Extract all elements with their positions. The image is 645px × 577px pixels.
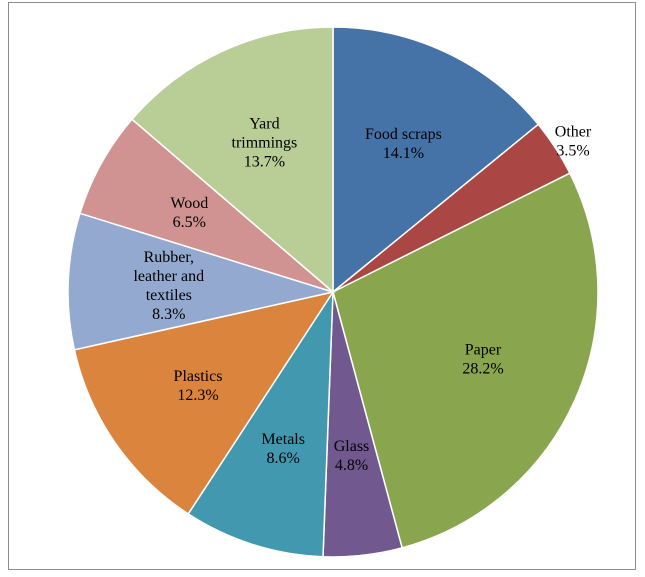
slice-label-metals: Metals 8.6% — [261, 431, 305, 467]
pie-slice-food-scraps — [332, 26, 540, 294]
slice-label-glass: Glass 4.8% — [334, 438, 370, 474]
slice-label-line: Glass — [334, 438, 370, 455]
slice-label-line: Yard — [249, 116, 279, 133]
slice-label-line: leather and — [133, 268, 204, 285]
slice-value-text: 3.5% — [556, 142, 589, 159]
slice-value-text: 4.8% — [335, 457, 368, 474]
pie-slice-yard-trimmings — [130, 26, 334, 294]
slice-value-text: 12.3% — [177, 387, 218, 404]
slice-label-food-scraps: Food scraps 14.1% — [365, 126, 442, 162]
slice-label-line: trimmings — [232, 135, 298, 152]
pie-slice-rubber-leather-and-textiles — [67, 212, 336, 351]
slice-label-line: Food scraps — [365, 126, 442, 143]
slice-value-text: 14.1% — [383, 145, 424, 162]
slice-label-line: textiles — [146, 287, 192, 304]
slice-label-line: Other — [555, 123, 592, 140]
slice-value-text: 28.2% — [462, 361, 503, 378]
slice-label-wood: Wood 6.5% — [170, 195, 208, 231]
slice-label-yard-trimmings: Yard trimmings 13.7% — [232, 116, 298, 171]
slice-value-text: 6.5% — [173, 214, 206, 231]
pie-slice-metals — [187, 289, 334, 558]
slice-label-rubber-leather-and-textiles: Rubber, leather and textiles 8.3% — [133, 249, 204, 323]
pie-slice-paper — [332, 172, 599, 549]
slice-label-line: Rubber, — [144, 249, 194, 266]
pie-slices — [67, 26, 599, 558]
slice-label-line: Metals — [261, 431, 305, 448]
pie-slice-plastics — [73, 290, 335, 515]
slice-value-text: 8.6% — [267, 450, 300, 467]
pie-labels: Food scraps 14.1% Other 3.5% Paper 28.2% Glass… — [133, 116, 591, 474]
slice-value-text: 8.3% — [152, 306, 185, 323]
slice-label-other: Other 3.5% — [555, 123, 592, 159]
slice-label-line: Paper — [465, 342, 502, 359]
slice-label-paper: Paper 28.2% — [462, 342, 503, 378]
slice-label-line: Plastics — [174, 368, 223, 385]
slice-value-text: 13.7% — [244, 154, 285, 171]
slice-label-line: Wood — [170, 195, 208, 212]
slice-label-plastics: Plastics 12.3% — [174, 368, 223, 404]
